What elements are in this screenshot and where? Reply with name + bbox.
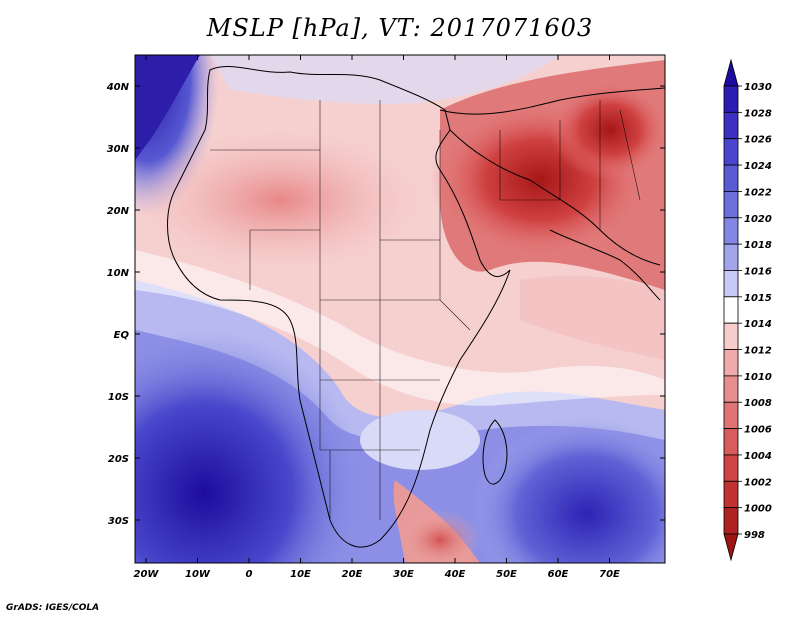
colorbar-segment	[723, 191, 739, 219]
plot-frame	[134, 54, 666, 564]
colorbar-label: 1000	[744, 504, 772, 515]
lat-tick-label: 30N	[107, 144, 130, 155]
colorbar-segment	[723, 111, 739, 140]
colorbar-segment	[723, 296, 739, 324]
colorbar-label: 1016	[744, 266, 772, 277]
colorbar-segment	[723, 349, 739, 377]
colorbar-label: 1015	[744, 293, 772, 304]
colorbar-segment	[723, 480, 739, 509]
lon-tick-label: 10W	[185, 569, 211, 580]
colorbar-bottom-arrow	[723, 533, 739, 562]
colorbar-segment	[723, 270, 739, 298]
colorbar-segment	[723, 375, 739, 403]
lat-tick-label: EQ	[114, 330, 130, 341]
lon-tick-label: 10E	[290, 569, 311, 580]
colorbar-label: 1018	[744, 240, 772, 251]
lon-tick-label: 40E	[444, 569, 466, 580]
pressure-field	[135, 55, 665, 563]
colorbar-label: 1028	[744, 108, 772, 119]
colorbar-label: 1004	[744, 451, 772, 462]
colorbar-label: 1012	[744, 346, 772, 357]
lon-tick-label: 20E	[342, 569, 363, 580]
colorbar-segment	[723, 217, 739, 245]
lon-tick-label: 30E	[393, 569, 414, 580]
latitude-axis: 40N 30N 20N 10N EQ 10S 20S 30S	[106, 82, 665, 527]
colorbar-label: 1008	[744, 398, 772, 409]
grads-credit: GrADS: IGES/COLA	[6, 603, 100, 613]
colorbar-segment	[723, 454, 739, 482]
colorbar-label: 1010	[744, 372, 772, 383]
colorbar-segment	[723, 85, 739, 113]
lat-tick-label: 30S	[108, 516, 129, 527]
colorbar-label: 1006	[744, 425, 772, 436]
lon-tick-label: 70E	[599, 569, 620, 580]
lat-tick-label: 20S	[108, 454, 129, 465]
colorbar-label: 1014	[744, 319, 772, 330]
colorbar-segment	[723, 138, 739, 166]
coastlines	[167, 66, 665, 548]
colorbar-segment	[723, 428, 739, 456]
lon-tick-label: 60E	[548, 569, 569, 580]
lon-tick-label: 50E	[496, 569, 517, 580]
colorbar-label: 1022	[744, 187, 772, 198]
lon-tick-label: 0	[246, 569, 253, 580]
lat-tick-label: 20N	[107, 206, 130, 217]
longitude-axis: 20W 10W 0 10E 20E 30E 40E 50E 60E 70E	[134, 55, 620, 580]
colorbar-label: 1030	[744, 82, 772, 93]
colorbar-label: 998	[744, 530, 765, 541]
colorbar-label: 1024	[744, 161, 772, 172]
lat-tick-label: 40N	[106, 82, 130, 93]
lon-tick-label: 20W	[134, 569, 160, 580]
colorbar-label: 1002	[744, 477, 772, 488]
lat-tick-label: 10N	[107, 268, 130, 279]
country-borders	[210, 100, 641, 520]
map-title: MSLP [hPa], VT: 2017071603	[206, 14, 594, 42]
colorbar-segment	[723, 401, 739, 429]
colorbar-segment	[723, 243, 739, 271]
lat-tick-label: 10S	[108, 392, 129, 403]
colorbar-segment	[723, 507, 739, 535]
colorbar-segment	[723, 322, 739, 350]
colorbar-top-arrow	[723, 58, 739, 87]
colorbar-label: 1026	[744, 135, 772, 146]
colorbar-segment	[723, 164, 739, 192]
colorbar: 1030 1028 1026 1024 1022 1020 1018 1016 1015 1014…	[723, 58, 772, 562]
colorbar-label: 1020	[744, 214, 772, 225]
